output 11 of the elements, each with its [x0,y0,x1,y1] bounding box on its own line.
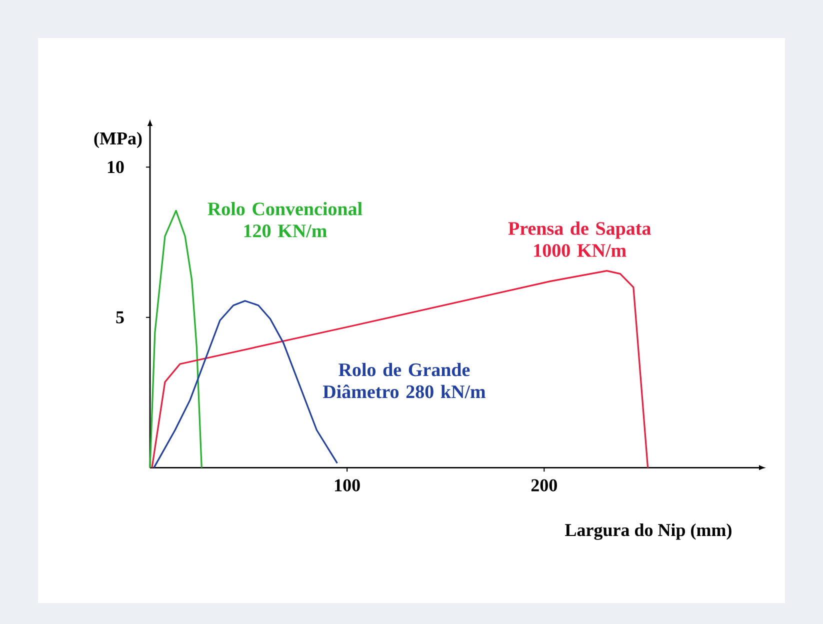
x-tick-label: 100 [335,479,360,492]
line-series [149,210,202,468]
y-tick-label: 5 [116,311,124,324]
line-series [151,270,649,468]
x-axis-title: Largura do Nip (mm) [565,523,732,540]
series-label: Rolo de Grande Diâmetro 280 kN/m [322,362,486,398]
x-tick-label: 200 [531,479,557,492]
series-label: Rolo Convencional 120 KN/m [208,202,362,238]
y-axis-title: (MPa) [94,132,142,148]
series-label: Prensa de Sapata 1000 KN/m [508,222,651,257]
y-tick-label: 10 [108,161,124,174]
